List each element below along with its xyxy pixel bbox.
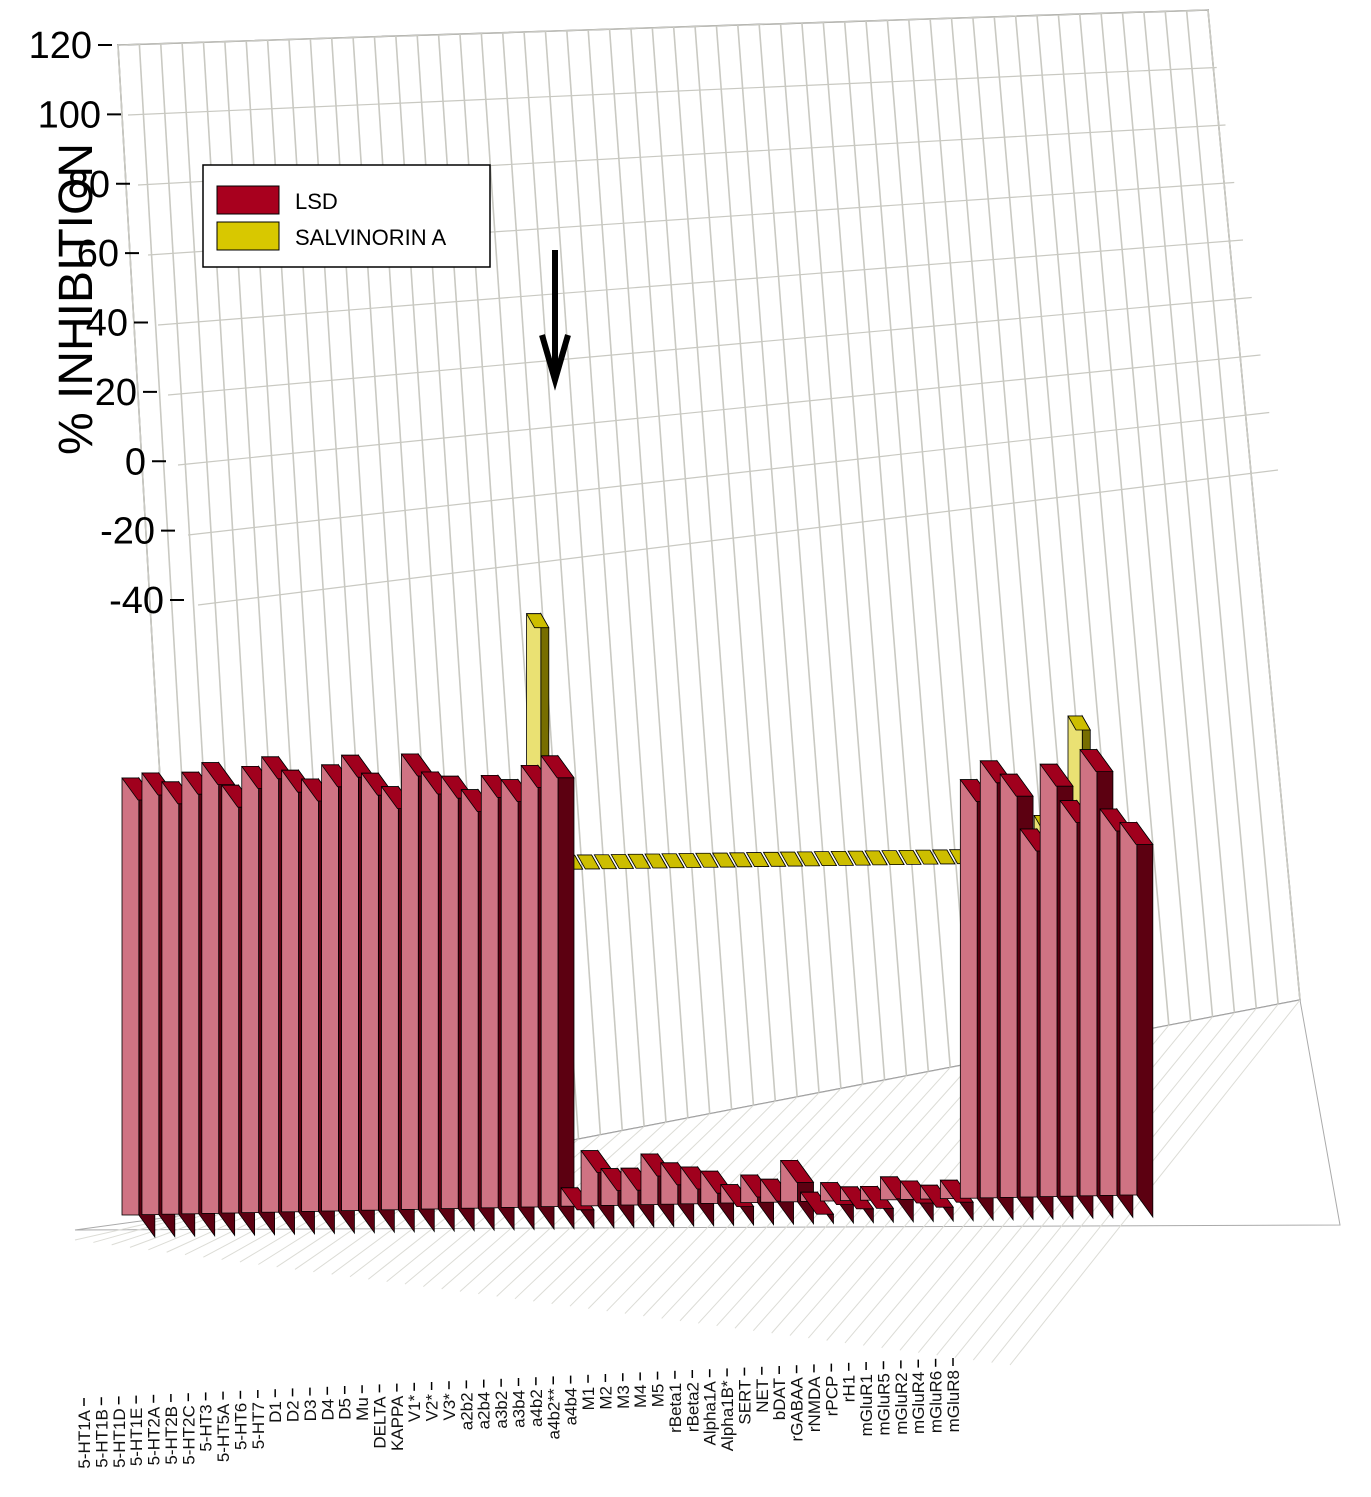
x-tick-label: D1	[266, 1401, 285, 1423]
x-tick-label: M1	[579, 1387, 598, 1411]
x-tick-label: 5-HT1D	[110, 1408, 129, 1468]
legend-label-lsd: LSD	[295, 189, 338, 214]
x-tick-label: Alpha1A	[701, 1381, 720, 1446]
x-tick-label: V1*	[405, 1394, 424, 1422]
bar-a2b2	[593, 854, 618, 870]
x-tick-label: mGluR1	[857, 1374, 876, 1436]
x-tick-label: DELTA	[370, 1396, 389, 1449]
x-tick-label: 5-HT6	[231, 1403, 250, 1450]
bar-rBeta2	[813, 851, 838, 866]
x-tick-label: KAPPA	[388, 1395, 407, 1451]
bar-NET	[881, 850, 905, 866]
x-tick-label: 5-HT3	[197, 1404, 216, 1451]
x-tick-label: V2*	[423, 1394, 442, 1422]
x-tick-label: a3b2	[492, 1391, 511, 1429]
x-tick-label: mGluR4	[909, 1372, 928, 1434]
bar-M3	[745, 852, 770, 867]
x-tick-label: rBeta2	[683, 1382, 702, 1432]
bar-a4b2**	[678, 853, 702, 868]
bar-M4	[762, 851, 787, 867]
x-tick-label: 5-HT1B	[92, 1409, 111, 1468]
bar-M5	[779, 851, 804, 867]
x-tick-label: M2	[596, 1386, 615, 1410]
x-tick-label: D4	[318, 1399, 337, 1421]
x-tick-label: a3b4	[510, 1390, 529, 1428]
x-tick-label: NET	[753, 1379, 772, 1413]
bar-M1	[711, 852, 736, 868]
x-tick-label: D3	[301, 1400, 320, 1422]
bar-V3*	[576, 854, 601, 870]
x-tick-label: rNMDA	[805, 1376, 824, 1432]
x-tick-label: mGluR8	[944, 1370, 963, 1432]
x-tick-label: SERT	[735, 1380, 754, 1425]
legend-swatch-salvinorin-a	[216, 221, 280, 251]
x-axis-tick-labels: 5-HT1A5-HT1B5-HT1D5-HT1E5-HT2A5-HT2B5-HT…	[75, 1358, 963, 1469]
bar-M2	[728, 852, 753, 868]
x-tick-label: 5-HT7	[249, 1402, 268, 1449]
x-tick-label: M5	[649, 1384, 668, 1408]
legend-swatch-lsd	[216, 185, 280, 215]
y-axis: 120 100 80 60 40 20 0 -20 -40	[29, 25, 184, 622]
x-tick-label: rH1	[840, 1375, 859, 1402]
x-tick-label: D2	[284, 1400, 303, 1422]
x-tick-label: V3*	[440, 1393, 459, 1421]
y-tick-label: 40	[86, 303, 128, 345]
x-tick-label: mGluR2	[892, 1372, 911, 1434]
y-tick-label: 60	[77, 233, 119, 275]
x-tick-label: M4	[631, 1384, 650, 1408]
bar-a4b4	[695, 852, 719, 868]
x-tick-label: 5-HT1E	[127, 1408, 146, 1467]
bar-SERT	[864, 850, 888, 866]
bar-Alpha1B*	[847, 850, 871, 866]
bar-rGABAA	[915, 849, 939, 865]
bar-a2b4	[610, 854, 635, 869]
x-tick-label: mGluR6	[927, 1371, 946, 1433]
y-tick-label: 120	[29, 25, 92, 67]
y-tick-label: 100	[38, 94, 101, 136]
x-tick-label: bDAT	[770, 1378, 789, 1420]
x-tick-label: rGABAA	[788, 1377, 807, 1442]
x-tick-label: Alpha1B*	[718, 1380, 737, 1451]
down-arrow-icon	[539, 250, 571, 391]
x-tick-label: 5-HT2C	[179, 1405, 198, 1465]
y-axis-label: % INHIBITION	[50, 143, 103, 455]
x-tick-label: Mu	[353, 1397, 372, 1421]
y-tick-label: 80	[68, 164, 110, 206]
y-tick-label: -40	[109, 580, 164, 622]
bar-rNMDA	[931, 849, 956, 865]
bar-Alpha1A	[830, 850, 855, 866]
x-tick-label: 5-HT5A	[214, 1403, 233, 1462]
x-tick-label: rPCP	[822, 1376, 841, 1417]
lsd-bar-row	[121, 748, 1154, 1239]
x-tick-label: 5-HT1A	[75, 1409, 94, 1468]
bar-a3b2	[627, 853, 652, 869]
bar-a4b2	[661, 853, 685, 869]
legend-label-salvinorin-a: SALVINORIN A	[295, 225, 447, 250]
x-tick-label: a4b4	[562, 1388, 581, 1426]
x-tick-label: M3	[614, 1385, 633, 1409]
bar-mGluR8	[1119, 821, 1154, 1219]
bar-V3*	[540, 754, 575, 1230]
x-tick-label: D5	[336, 1398, 355, 1420]
y-tick-label: 20	[95, 372, 137, 414]
legend: LSD SALVINORIN A	[202, 164, 491, 268]
x-tick-label: a4b2**	[544, 1388, 563, 1439]
y-tick-label: -20	[100, 511, 155, 553]
bar-a3b4	[644, 853, 668, 869]
x-tick-label: 5-HT2A	[145, 1406, 164, 1465]
x-tick-label: mGluR5	[874, 1373, 893, 1435]
bar-rBeta1	[796, 851, 821, 867]
x-tick-label: a2b2	[457, 1392, 476, 1430]
x-tick-label: 5-HT2B	[162, 1406, 181, 1465]
x-tick-label: a4b2	[527, 1389, 546, 1427]
x-tick-label: rBeta1	[666, 1383, 685, 1433]
x-tick-label: a2b4	[475, 1392, 494, 1430]
bar-bDAT	[898, 850, 922, 865]
y-tick-label: 0	[125, 441, 146, 483]
